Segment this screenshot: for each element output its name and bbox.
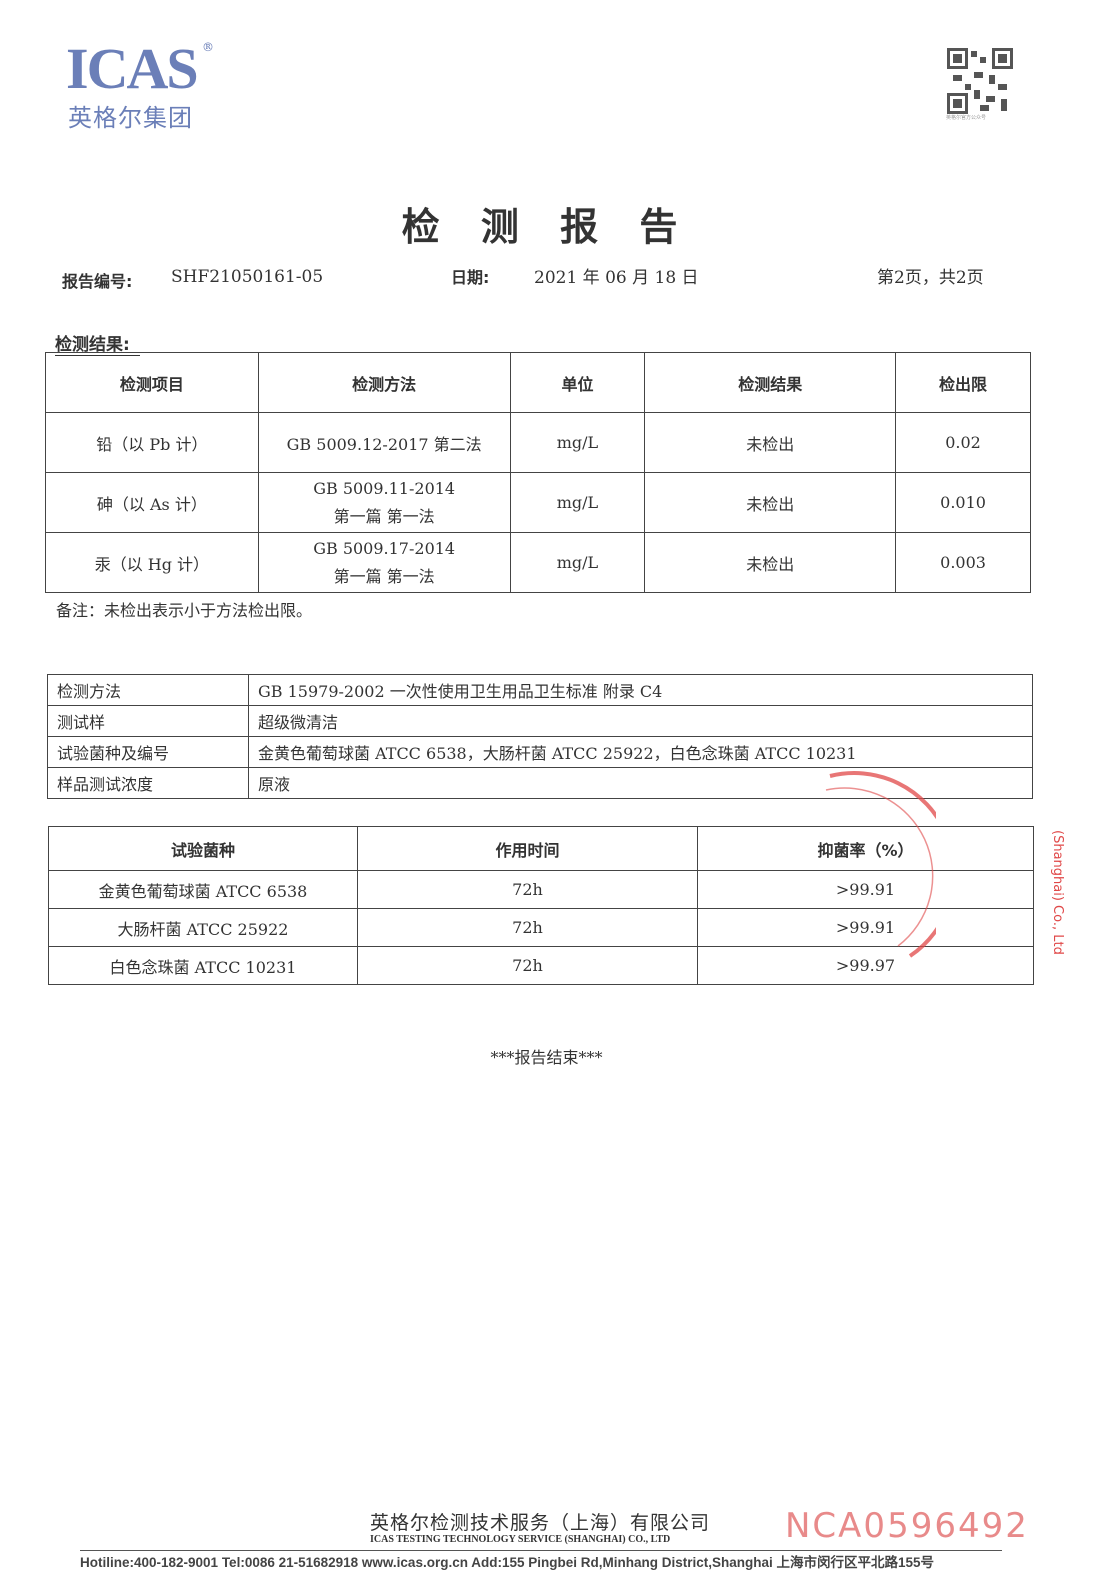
- cell-result: 未检出: [644, 412, 897, 473]
- method-line: 第一篇 第一法: [333, 506, 435, 526]
- method-line: GB 5009.12-2017 第二法: [286, 434, 482, 454]
- cell-method: GB 5009.17-2014 第一篇 第一法: [257, 532, 511, 593]
- header-limit: 检出限: [895, 352, 1031, 413]
- note: 备注：未检出表示小于方法检出限。: [56, 601, 313, 620]
- cell-rate: >99.91: [697, 870, 1034, 909]
- cell-item: 汞（以 Hg 计）: [45, 532, 259, 593]
- report-end-marker: ***报告结束***: [490, 1048, 603, 1067]
- cell-method: GB 5009.12-2017 第二法: [257, 412, 511, 473]
- cell-result: 未检出: [644, 532, 897, 593]
- table-row: 金黄色葡萄球菌 ATCC 6538 72h >99.91: [48, 870, 1034, 909]
- info-label: 检测方法: [47, 674, 249, 706]
- cell-limit: 0.010: [895, 472, 1031, 533]
- info-value: GB 15979-2002 一次性使用卫生用品卫生标准 附录 C4: [248, 674, 1033, 706]
- cell-item: 砷（以 As 计）: [45, 472, 259, 533]
- date: 2021 年 06 月 18 日: [534, 268, 699, 288]
- serial-number: NCA0596492: [785, 1506, 1029, 1546]
- qr-caption: 英格尔官方公众号: [946, 115, 987, 121]
- table-row: 白色念珠菌 ATCC 10231 72h >99.97: [48, 946, 1034, 985]
- svg-text:(Shanghai) Co., Ltd: (Shanghai) Co., Ltd: [1050, 830, 1065, 955]
- footer-contact: Hotiline:400-182-9001 Tel:0086 21-516829…: [80, 1555, 934, 1570]
- table-row: 铅（以 Pb 计） GB 5009.12-2017 第二法 mg/L 未检出 0…: [45, 412, 1031, 473]
- cell-unit: mg/L: [509, 472, 646, 533]
- info-row: 样品测试浓度 原液: [47, 767, 1033, 799]
- cell-item: 铅（以 Pb 计）: [45, 412, 259, 473]
- page-number: 第2页，共2页: [877, 268, 984, 288]
- bacteria-table: 试验菌种 作用时间 抑菌率（%） 金黄色葡萄球菌 ATCC 6538 72h >99…: [48, 826, 1034, 985]
- header-item: 检测项目: [45, 352, 259, 413]
- header-time: 作用时间: [357, 826, 698, 871]
- cell-strain: 大肠杆菌 ATCC 25922: [48, 908, 358, 947]
- table-row: 砷（以 As 计） GB 5009.11-2014 第一篇 第一法 mg/L 未检…: [45, 472, 1031, 533]
- info-value: 原液: [248, 767, 1033, 799]
- cell-limit: 0.02: [895, 412, 1031, 473]
- qr-code-icon: [947, 48, 1013, 114]
- info-label: 样品测试浓度: [47, 767, 249, 799]
- info-table: 检测方法 GB 15979-2002 一次性使用卫生用品卫生标准 附录 C4 测试…: [47, 674, 1033, 799]
- method-line: GB 5009.11-2014: [313, 478, 456, 498]
- cell-limit: 0.003: [895, 532, 1031, 593]
- method-line: GB 5009.17-2014: [313, 538, 456, 558]
- logo-icas: ICAS: [66, 36, 199, 101]
- info-label: 试验菌种及编号: [47, 736, 249, 768]
- cell-time: 72h: [357, 946, 698, 985]
- results-table: 检测项目 检测方法 单位 检测结果 检出限 铅（以 Pb 计） GB 5009.…: [45, 352, 1031, 593]
- cell-unit: mg/L: [509, 412, 646, 473]
- header-unit: 单位: [509, 352, 646, 413]
- report-no: SHF21050161-05: [171, 267, 324, 287]
- cell-unit: mg/L: [509, 532, 646, 593]
- cell-result: 未检出: [644, 472, 897, 533]
- cell-rate: >99.97: [697, 946, 1034, 985]
- company-name-en: ICAS TESTING TECHNOLOGY SERVICE (SHANGHA…: [370, 1534, 671, 1545]
- cell-method: GB 5009.11-2014 第一篇 第一法: [257, 472, 511, 533]
- info-row: 检测方法 GB 15979-2002 一次性使用卫生用品卫生标准 附录 C4: [47, 674, 1033, 706]
- date-label: 日期:: [451, 268, 490, 287]
- logo-chinese: 英格尔集团: [68, 104, 193, 132]
- registered-mark: ®: [202, 40, 214, 54]
- header-rate: 抑菌率（%）: [697, 826, 1034, 871]
- info-row: 试验菌种及编号 金黄色葡萄球菌 ATCC 6538，大肠杆菌 ATCC 25922…: [47, 736, 1033, 768]
- page-title: 检 测 报 告: [401, 205, 692, 249]
- company-seal-lettering: (Shanghai) Co., Ltd: [1050, 830, 1065, 955]
- cell-strain: 金黄色葡萄球菌 ATCC 6538: [48, 870, 358, 909]
- info-value: 超级微清洁: [248, 705, 1033, 737]
- footer-divider: [80, 1550, 1002, 1551]
- header-method: 检测方法: [257, 352, 511, 413]
- info-row: 测试样 超级微清洁: [47, 705, 1033, 737]
- company-name-cn: 英格尔检测技术服务（上海）有限公司: [370, 1512, 711, 1534]
- cell-rate: >99.91: [697, 908, 1034, 947]
- report-no-label: 报告编号:: [62, 272, 133, 291]
- info-label: 测试样: [47, 705, 249, 737]
- cell-strain: 白色念珠菌 ATCC 10231: [48, 946, 358, 985]
- header-result: 检测结果: [644, 352, 897, 413]
- cell-time: 72h: [357, 908, 698, 947]
- method-line: 第一篇 第一法: [333, 566, 435, 586]
- table-row: 汞（以 Hg 计） GB 5009.17-2014 第一篇 第一法 mg/L 未检…: [45, 532, 1031, 593]
- cell-time: 72h: [357, 870, 698, 909]
- header-strain: 试验菌种: [48, 826, 358, 871]
- info-value: 金黄色葡萄球菌 ATCC 6538，大肠杆菌 ATCC 25922，白色念珠菌 …: [248, 736, 1033, 768]
- table-row: 大肠杆菌 ATCC 25922 72h >99.91: [48, 908, 1034, 947]
